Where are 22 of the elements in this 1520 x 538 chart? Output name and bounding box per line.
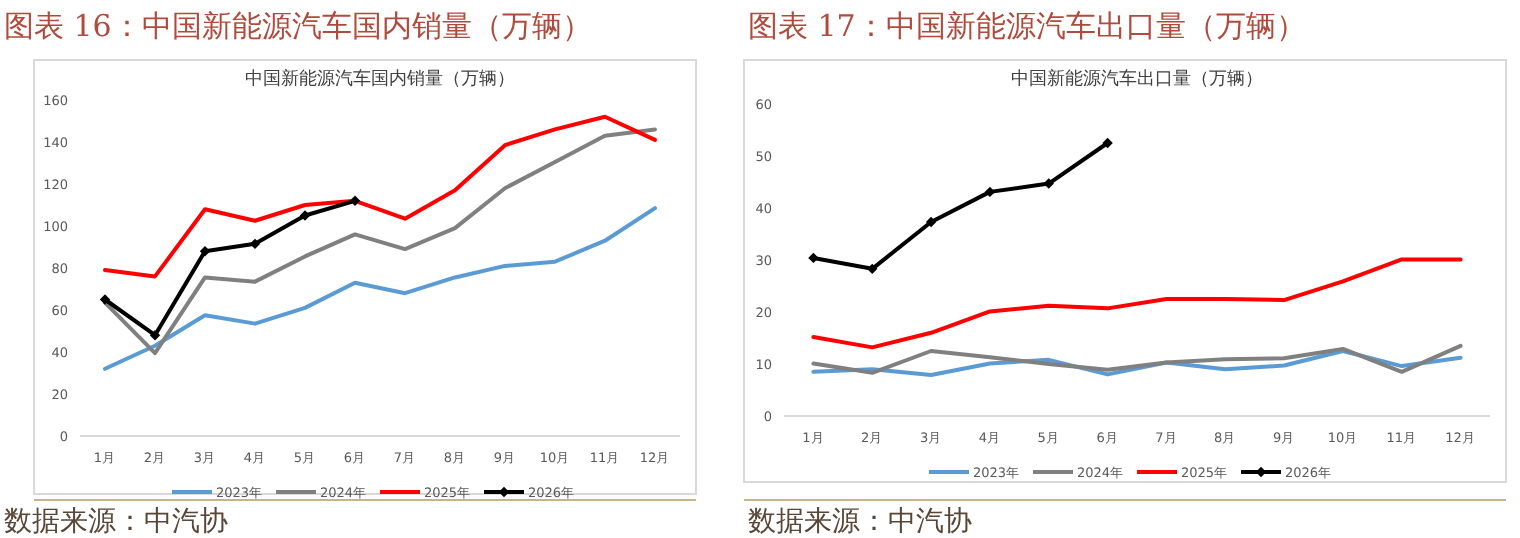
point	[99, 294, 111, 305]
line-series	[811, 349, 1463, 377]
line-series	[811, 257, 1463, 350]
point	[149, 330, 161, 341]
point	[349, 195, 361, 206]
chart-subtitle: 中国新能源汽车国内销量（万辆）	[245, 68, 515, 90]
line-series	[103, 206, 657, 371]
point	[199, 246, 211, 257]
chart-title: 图表 17：中国新能源汽车出口量（万辆）	[748, 8, 1306, 44]
point	[925, 216, 937, 228]
chart-subtitle: 中国新能源汽车出口量（万辆）	[1011, 68, 1263, 90]
point	[867, 263, 878, 275]
line-series	[811, 343, 1463, 375]
chart-title: 图表 16：中国新能源汽车国内销量（万辆）	[4, 8, 592, 44]
source-note: 数据来源：中汽协	[4, 506, 228, 538]
line-series	[103, 114, 657, 279]
point	[249, 238, 261, 250]
source-note: 数据来源：中汽协	[748, 506, 972, 538]
point	[1102, 137, 1113, 149]
point	[299, 210, 311, 221]
point	[808, 252, 819, 264]
point	[1043, 178, 1054, 189]
